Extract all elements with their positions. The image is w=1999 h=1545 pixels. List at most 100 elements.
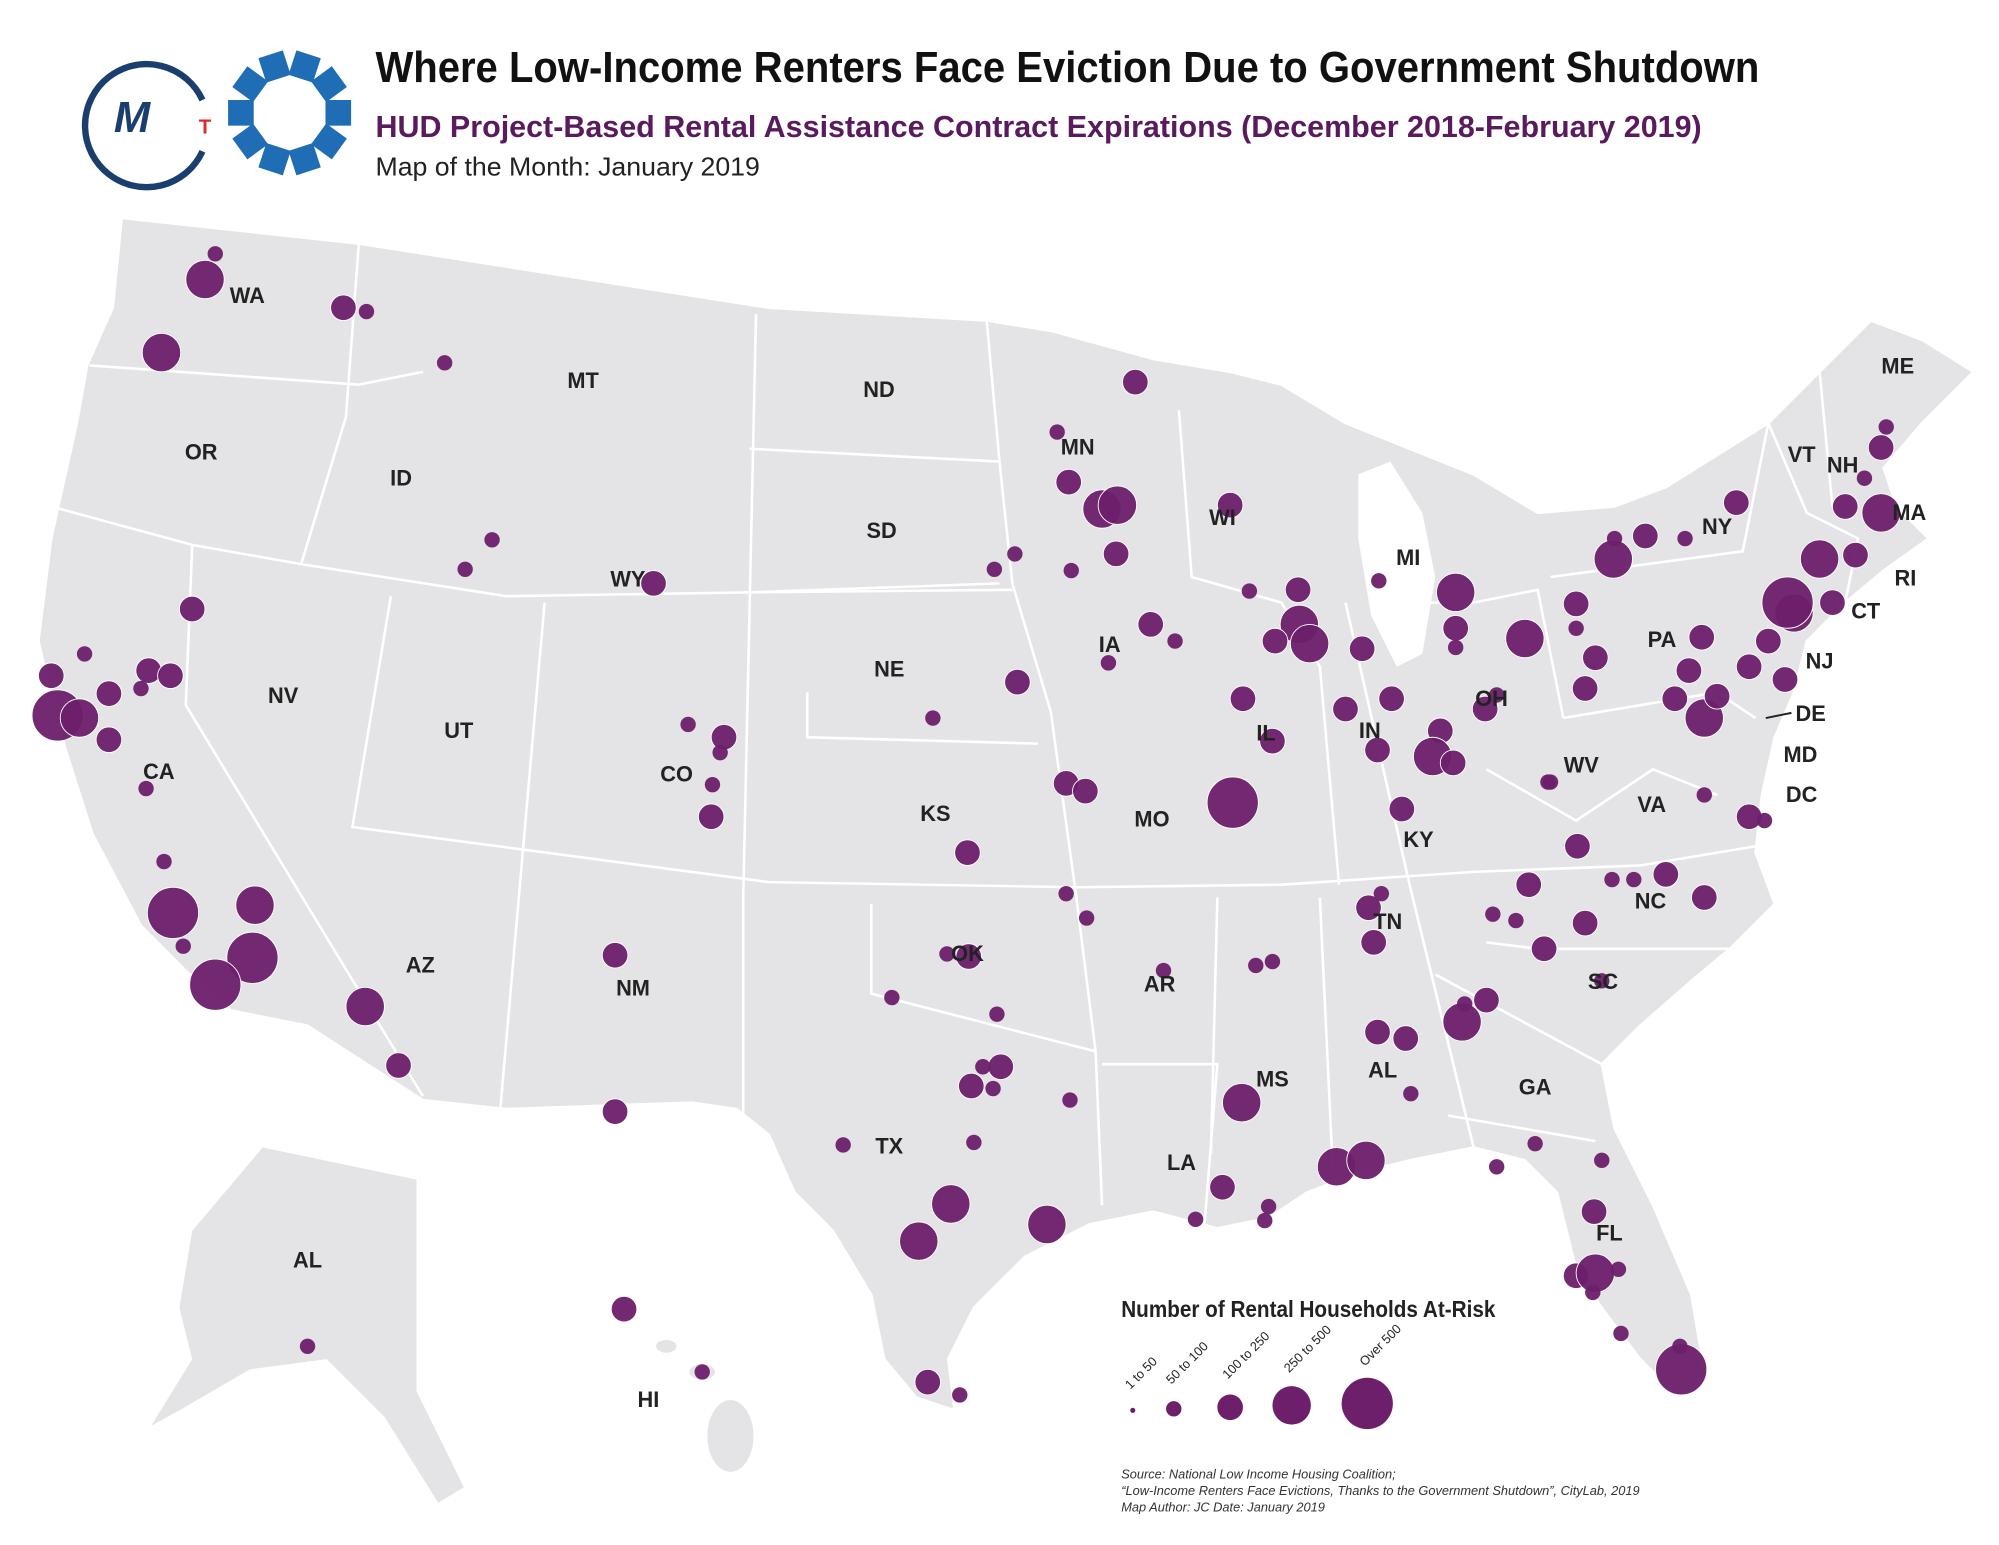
bubble xyxy=(1530,935,1558,963)
legend-symbol xyxy=(1217,1394,1243,1421)
bubble xyxy=(1062,1092,1078,1108)
state-label: UT xyxy=(444,718,474,743)
bubble xyxy=(1672,1338,1688,1354)
border xyxy=(1434,941,1730,1066)
bubble xyxy=(1371,573,1387,589)
bubble xyxy=(1222,1082,1262,1123)
border xyxy=(741,314,758,1116)
bubble xyxy=(1613,1325,1629,1342)
bubble xyxy=(610,1295,638,1323)
bubble xyxy=(1799,539,1840,579)
state-label: IA xyxy=(1099,632,1121,657)
bubble xyxy=(975,1059,991,1075)
bubble xyxy=(1723,489,1750,516)
bubble xyxy=(1248,957,1264,974)
source-line: Map Author: JC Date: January 2019 xyxy=(1121,1500,1325,1515)
bubble xyxy=(680,716,696,733)
island xyxy=(707,1400,754,1472)
state-label: TX xyxy=(875,1133,903,1158)
bubble xyxy=(1284,576,1312,604)
bubble xyxy=(1122,368,1149,396)
state-label: WA xyxy=(230,283,265,308)
bubble xyxy=(712,744,728,761)
source-line: Source: National Low Income Housing Coal… xyxy=(1121,1466,1396,1481)
gear-tooth xyxy=(288,50,321,83)
state-label: MS xyxy=(1256,1067,1289,1092)
bubble xyxy=(952,1387,968,1403)
bubble xyxy=(1842,541,1869,569)
bubble xyxy=(1564,832,1591,860)
bubble xyxy=(1216,491,1244,519)
state-label: CA xyxy=(143,759,175,784)
hawaii xyxy=(613,1303,754,1472)
bubble xyxy=(1364,1018,1391,1046)
subtitle: HUD Project-Based Rental Assistance Cont… xyxy=(375,109,1701,144)
state-label: KS xyxy=(920,801,950,826)
bubble xyxy=(884,989,900,1006)
bubble xyxy=(966,1134,982,1151)
bubble xyxy=(1691,884,1718,911)
gear-tooth xyxy=(311,123,347,160)
bubble xyxy=(1604,871,1620,888)
bubble xyxy=(1261,627,1289,655)
bubble xyxy=(1378,685,1405,713)
state-label: AL xyxy=(1368,1058,1397,1083)
state-label: HI xyxy=(638,1387,660,1412)
state-label: MA xyxy=(1892,500,1926,525)
legend-symbol xyxy=(1341,1377,1393,1430)
bubble xyxy=(939,946,955,962)
bubble xyxy=(226,931,279,984)
bubble xyxy=(1675,657,1703,684)
gear-tooth xyxy=(311,66,347,103)
bubble xyxy=(1348,635,1376,663)
bubble xyxy=(1137,611,1164,638)
bubble xyxy=(1540,774,1556,790)
bubble xyxy=(1259,727,1286,755)
bubble xyxy=(1456,996,1473,1012)
state-label: ME xyxy=(1881,354,1914,379)
bubble xyxy=(1696,787,1712,803)
bubble xyxy=(1257,1212,1273,1229)
bubble xyxy=(1473,986,1500,1014)
state-label: ND xyxy=(863,377,894,402)
bubble xyxy=(1562,590,1590,618)
bubble xyxy=(1861,493,1901,533)
bubble xyxy=(95,726,123,754)
state-label: SD xyxy=(866,518,896,543)
bubble xyxy=(640,570,667,597)
bubble xyxy=(1594,1152,1610,1169)
island xyxy=(656,1339,677,1353)
bubble xyxy=(1364,736,1391,764)
state-label: NY xyxy=(1702,514,1733,539)
bubble xyxy=(1447,639,1464,656)
bubble xyxy=(694,1364,710,1380)
state-label: AZ xyxy=(406,952,435,977)
state-label: FL xyxy=(1596,1220,1623,1245)
state-label: DE xyxy=(1796,701,1826,726)
bubble xyxy=(1442,614,1469,642)
gear-tooth xyxy=(232,123,269,160)
bubble xyxy=(1388,795,1416,823)
bubble xyxy=(954,839,981,866)
bubble xyxy=(37,662,65,689)
gear-tooth xyxy=(258,143,291,176)
bubble xyxy=(1661,685,1689,713)
bubble xyxy=(1049,424,1065,440)
state-label: CT xyxy=(1851,599,1881,624)
bubble xyxy=(189,958,242,1011)
bubble xyxy=(1831,493,1859,520)
state-label: SC xyxy=(1588,969,1619,994)
bubble xyxy=(1289,623,1330,664)
bubble xyxy=(185,259,225,300)
bubble xyxy=(1058,885,1074,902)
state-label: MD xyxy=(1783,742,1817,767)
state-label: NM xyxy=(616,976,650,1001)
bubble xyxy=(697,803,725,831)
bubble xyxy=(1632,522,1659,550)
bubble xyxy=(299,1338,316,1354)
bubble xyxy=(1488,687,1505,703)
bubble xyxy=(385,1052,412,1079)
bubble xyxy=(1097,485,1138,525)
bubble xyxy=(925,710,941,726)
logo-letter: T xyxy=(199,115,212,138)
